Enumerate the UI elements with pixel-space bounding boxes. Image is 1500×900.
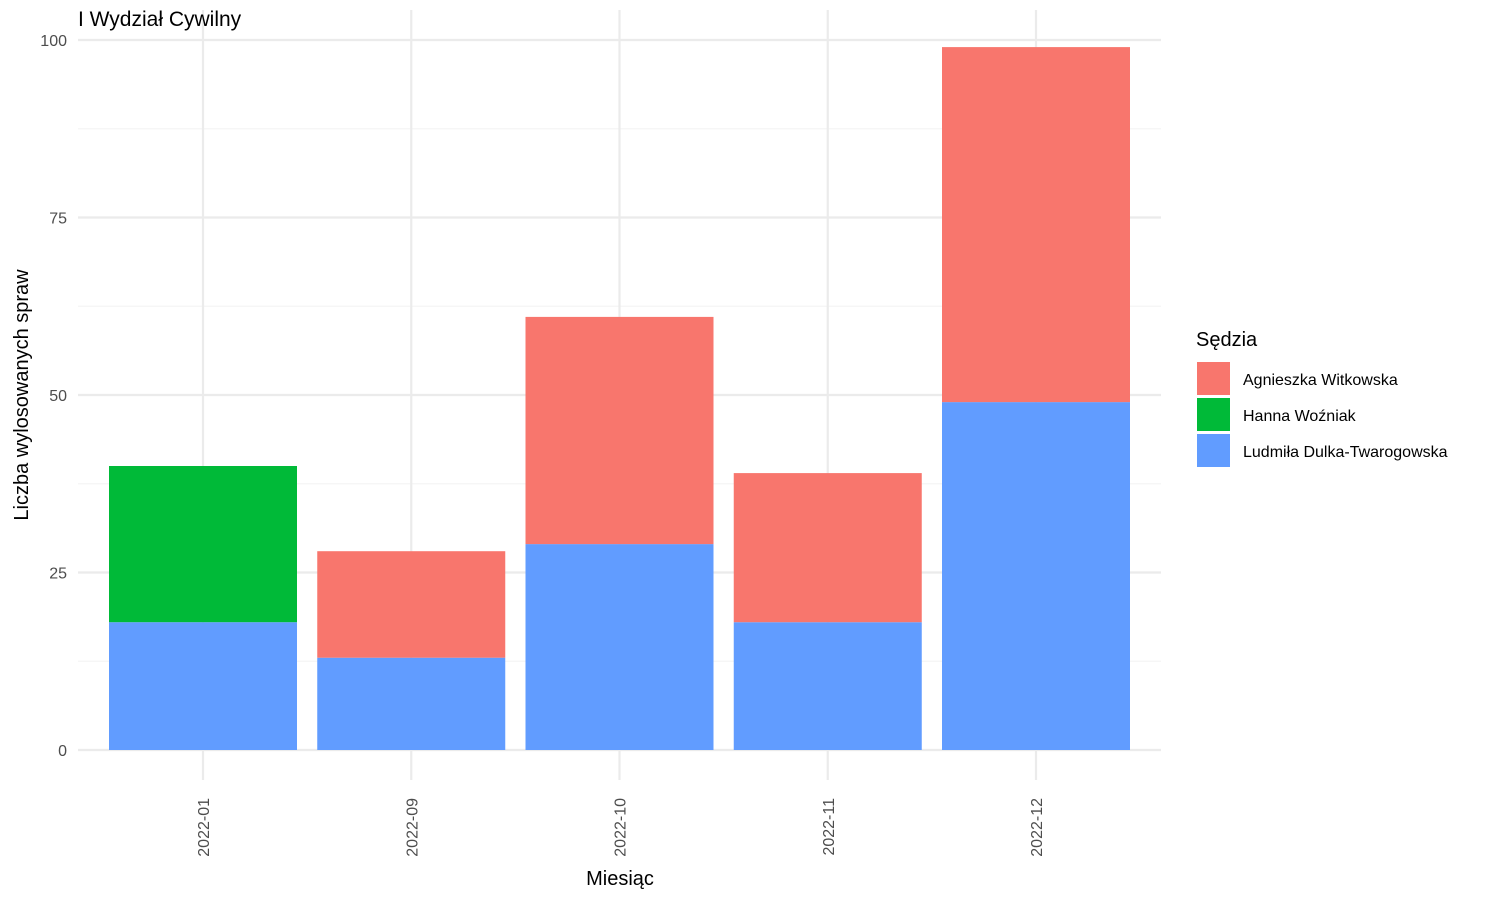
legend-swatch <box>1195 396 1232 433</box>
legend-label: Agnieszka Witkowska <box>1243 372 1398 389</box>
bar-segment <box>317 657 506 750</box>
x-axis-ticks: 2022-01 2022-09 2022-10 2022-11 2022-12 <box>196 798 1046 857</box>
chart-title: I Wydział Cywilny <box>78 8 242 31</box>
y-tick-label: 50 <box>49 388 67 405</box>
bar-segment <box>942 47 1130 403</box>
bar-segment <box>525 544 714 750</box>
legend-items: Agnieszka Witkowska Hanna Woźniak Ludmiła … <box>1195 360 1448 469</box>
bars-layer <box>109 47 1130 750</box>
bar-segment <box>525 316 714 545</box>
bar-segment <box>733 473 922 623</box>
x-tick-label: 2022-10 <box>613 798 630 857</box>
bar-segment <box>942 402 1130 750</box>
y-tick-label: 100 <box>40 33 67 50</box>
x-tick-label: 2022-12 <box>1029 798 1046 857</box>
x-axis-title: Miesiąc <box>586 868 654 890</box>
y-axis-ticks: 0 25 50 75 100 <box>40 33 67 760</box>
x-tick-label: 2022-01 <box>196 798 213 857</box>
legend-title: Sędzia <box>1196 329 1258 351</box>
bar-segment <box>317 551 506 658</box>
y-tick-label: 25 <box>49 566 67 583</box>
y-axis-title: Liczba wylosowanych spraw <box>11 269 33 521</box>
legend: Sędzia Agnieszka Witkowska Hanna Woźniak L… <box>1195 329 1448 469</box>
legend-label: Hanna Woźniak <box>1243 408 1357 425</box>
y-tick-label: 0 <box>58 743 67 760</box>
legend-label: Ludmiła Dulka-Twarogowska <box>1243 444 1448 461</box>
bar-segment <box>109 466 297 623</box>
x-tick-label: 2022-11 <box>821 798 838 856</box>
y-tick-label: 75 <box>49 211 67 228</box>
x-tick-label: 2022-09 <box>404 798 421 857</box>
legend-swatch <box>1195 432 1232 469</box>
bar-segment <box>733 622 922 750</box>
bar-segment <box>109 622 297 750</box>
legend-swatch <box>1195 360 1232 397</box>
